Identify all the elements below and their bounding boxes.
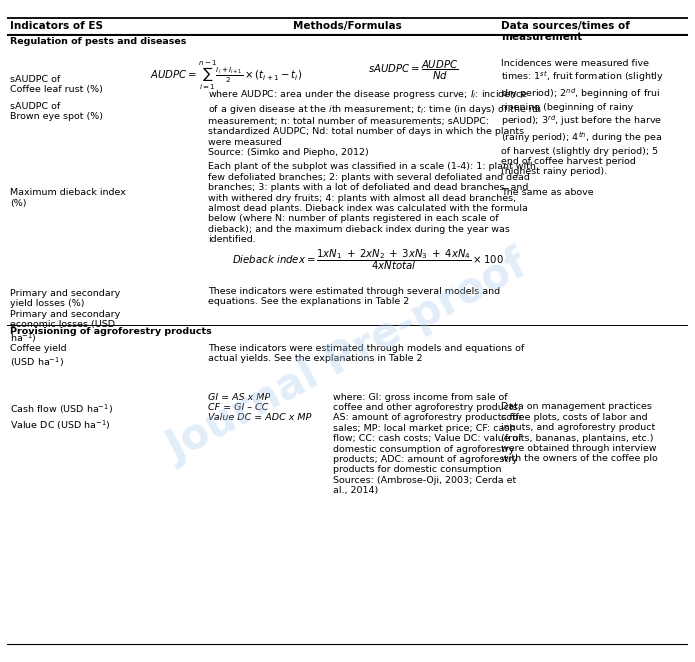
Text: Provisioning of agroforestry products: Provisioning of agroforestry products [10,327,212,336]
Text: where: GI: gross income from sale of
coffee and other agroforestry products;
AS:: where: GI: gross income from sale of cof… [332,393,522,495]
Text: GI = AS x MP
CF = GI – CC
Value DC = ADC x MP: GI = AS x MP CF = GI – CC Value DC = ADC… [208,393,311,422]
Text: Cash flow (USD ha$^{-1}$)
Value DC (USD ha$^{-1}$): Cash flow (USD ha$^{-1}$) Value DC (USD … [10,402,113,432]
Text: Each plant of the subplot was classified in a scale (1-4): 1: plant with
few def: Each plant of the subplot was classified… [208,162,536,244]
Text: sAUDPC of
Coffee leaf rust (%): sAUDPC of Coffee leaf rust (%) [10,75,104,94]
Text: $AUDPC = \sum_{i=1}^{n-1}\frac{I_i+I_{i+1}}{2}\times(t_{i+1}-t_i)$: $AUDPC = \sum_{i=1}^{n-1}\frac{I_i+I_{i+… [150,58,302,91]
Text: Regulation of pests and diseases: Regulation of pests and diseases [10,37,187,46]
Text: Journal Pre-proof: Journal Pre-proof [160,244,535,470]
Text: These indicators were estimated through several models and
equations. See the ex: These indicators were estimated through … [208,287,500,307]
Text: $Dieback\ index = \dfrac{1xN_1\;+\;2xN_2\;+\;3xN_3\;+\;4xN_4}{4xNtotal}\times 10: $Dieback\ index = \dfrac{1xN_1\;+\;2xN_2… [231,247,503,271]
Text: sAUDPC of
Brown eye spot (%): sAUDPC of Brown eye spot (%) [10,102,104,121]
Text: Incidences were measured five
times: 1$^{st}$, fruit formation (slightly
dry per: Incidences were measured five times: 1$^… [500,58,664,176]
Text: where AUDPC: area under the disease progress curve; $I_i$: incidence
of a given : where AUDPC: area under the disease prog… [208,88,542,157]
Text: The same as above: The same as above [500,188,594,197]
Text: These indicators were estimated through models and equations of
actual yields. S: These indicators were estimated through … [208,344,524,363]
Text: Coffee yield
(USD ha$^{-1}$): Coffee yield (USD ha$^{-1}$) [10,344,67,369]
Text: Data on management practices
coffee plots, costs of labor and
inputs, and agrofo: Data on management practices coffee plot… [500,402,657,463]
Text: Methods/Formulas: Methods/Formulas [293,21,402,31]
Text: Primary and secondary
yield losses (%)
Primary and secondary
economic losses (US: Primary and secondary yield losses (%) P… [10,289,121,345]
Text: Data sources/times of
measurement: Data sources/times of measurement [500,21,630,42]
Text: Indicators of ES: Indicators of ES [10,21,104,31]
Text: Maximum dieback index
(%): Maximum dieback index (%) [10,188,126,208]
Text: $sAUDPC = \dfrac{AUDPC}{Nd}$: $sAUDPC = \dfrac{AUDPC}{Nd}$ [368,58,458,81]
